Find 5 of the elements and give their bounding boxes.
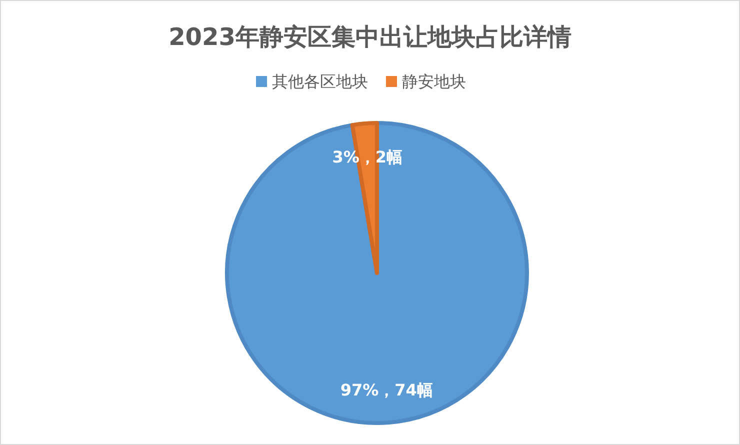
legend-item: 静安地块: [386, 72, 466, 91]
legend-item: 其他各区地块: [256, 72, 368, 91]
data-label: 97%，74幅: [340, 380, 433, 400]
title: 2023年静安区集中出让地块占比详情: [168, 23, 572, 51]
legend-label: 静安地块: [402, 72, 466, 91]
